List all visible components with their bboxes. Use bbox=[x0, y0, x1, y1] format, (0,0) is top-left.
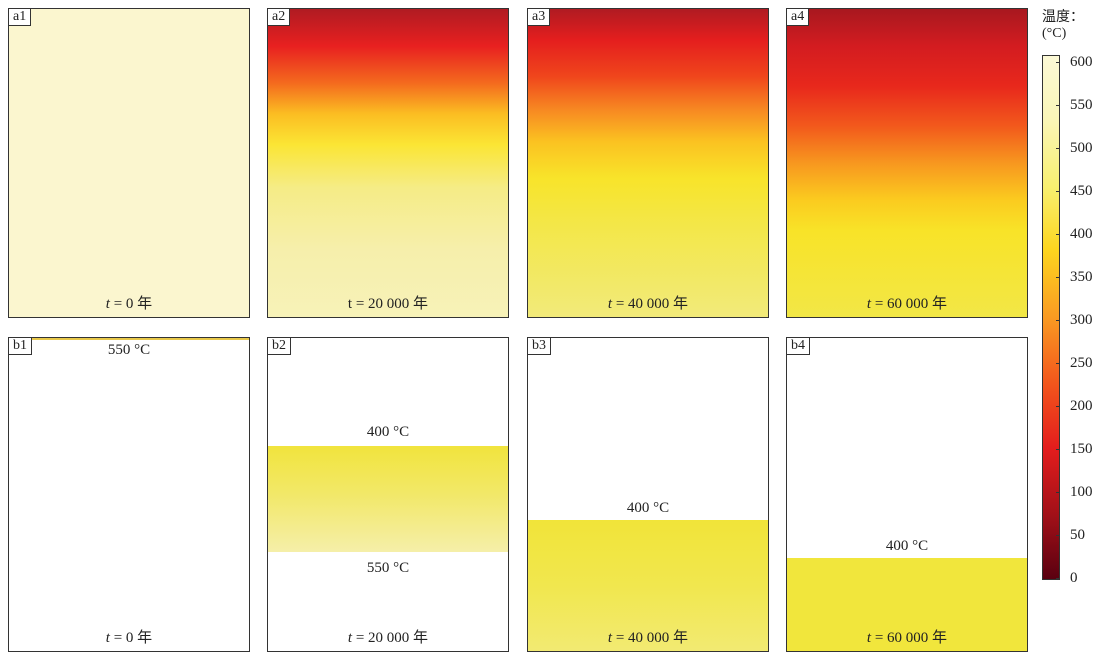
panel-label: b3 bbox=[528, 338, 551, 355]
colorbar-tick-label: 400 bbox=[1070, 226, 1093, 242]
isotherm-label: 550 °C bbox=[366, 560, 410, 576]
colorbar-tick-label: 100 bbox=[1070, 484, 1093, 500]
isotherm-label: 400 °C bbox=[366, 424, 410, 440]
colorbar-tick-label: 50 bbox=[1070, 527, 1085, 543]
time-label: t = 40 000 年 bbox=[607, 630, 689, 646]
panel-b4: b4 400 °C t = 60 000 年 bbox=[786, 337, 1028, 652]
panel-a4: a4 t = 60 000 年 bbox=[786, 8, 1028, 318]
panel-b3: b3 400 °C t = 40 000 年 bbox=[527, 337, 769, 652]
panel-label: a3 bbox=[528, 9, 551, 26]
colorbar-tick-label: 450 bbox=[1070, 183, 1093, 199]
colorbar-tick-mark bbox=[1056, 578, 1060, 579]
temperature-band bbox=[787, 558, 1027, 651]
colorbar-tick-mark bbox=[1056, 277, 1060, 278]
colorbar-tick-label: 550 bbox=[1070, 97, 1093, 113]
panel-label: b2 bbox=[268, 338, 291, 355]
time-label: t = 0 年 bbox=[105, 630, 153, 646]
time-label: t = 20 000 年 bbox=[347, 296, 429, 312]
panel-label: b4 bbox=[787, 338, 810, 355]
time-label: t = 60 000 年 bbox=[866, 630, 948, 646]
time-label: t = 20 000 年 bbox=[347, 630, 429, 646]
colorbar-tick-label: 200 bbox=[1070, 398, 1093, 414]
time-label: t = 60 000 年 bbox=[866, 296, 948, 312]
colorbar-tick-mark bbox=[1056, 363, 1060, 364]
colorbar-tick-label: 500 bbox=[1070, 140, 1093, 156]
colorbar-tick-mark bbox=[1056, 191, 1060, 192]
panel-a2: a2 t = 20 000 年 bbox=[267, 8, 509, 318]
colorbar-tick-mark bbox=[1056, 234, 1060, 235]
panel-label: a1 bbox=[9, 9, 32, 26]
colorbar-tick-mark bbox=[1056, 492, 1060, 493]
colorbar-tick-label: 300 bbox=[1070, 312, 1093, 328]
colorbar-tick-label: 600 bbox=[1070, 54, 1093, 70]
colorbar-tick-label: 0 bbox=[1070, 570, 1078, 586]
colorbar bbox=[1042, 55, 1060, 580]
colorbar-tick-mark bbox=[1056, 449, 1060, 450]
panel-label: a2 bbox=[268, 9, 291, 26]
colorbar-tick-mark bbox=[1056, 535, 1060, 536]
colorbar-tick-mark bbox=[1056, 148, 1060, 149]
panel-b1: b1 550 °C t = 0 年 bbox=[8, 337, 250, 652]
colorbar-tick-label: 150 bbox=[1070, 441, 1093, 457]
panel-label: a4 bbox=[787, 9, 810, 26]
isotherm-label: 400 °C bbox=[885, 538, 929, 554]
panel-a3: a3 t = 40 000 年 bbox=[527, 8, 769, 318]
isotherm-label: 550 °C bbox=[107, 342, 151, 358]
time-label: t = 0 年 bbox=[105, 296, 153, 312]
panel-b2: b2 400 °C 550 °C t = 20 000 年 bbox=[267, 337, 509, 652]
isotherm-label: 400 °C bbox=[626, 500, 670, 516]
time-label: t = 40 000 年 bbox=[607, 296, 689, 312]
colorbar-tick-mark bbox=[1056, 406, 1060, 407]
temperature-band bbox=[528, 520, 768, 651]
colorbar-tick-mark bbox=[1056, 320, 1060, 321]
colorbar-tick-label: 350 bbox=[1070, 269, 1093, 285]
panel-label: b1 bbox=[9, 338, 32, 355]
colorbar-tick-mark bbox=[1056, 62, 1060, 63]
isotherm-line bbox=[9, 338, 249, 340]
colorbar-tick-mark bbox=[1056, 105, 1060, 106]
panel-a1: a1 t = 0 年 bbox=[8, 8, 250, 318]
temperature-band bbox=[268, 446, 508, 552]
colorbar-tick-label: 250 bbox=[1070, 355, 1093, 371]
legend-title: 温度： (°C) bbox=[1042, 10, 1084, 41]
